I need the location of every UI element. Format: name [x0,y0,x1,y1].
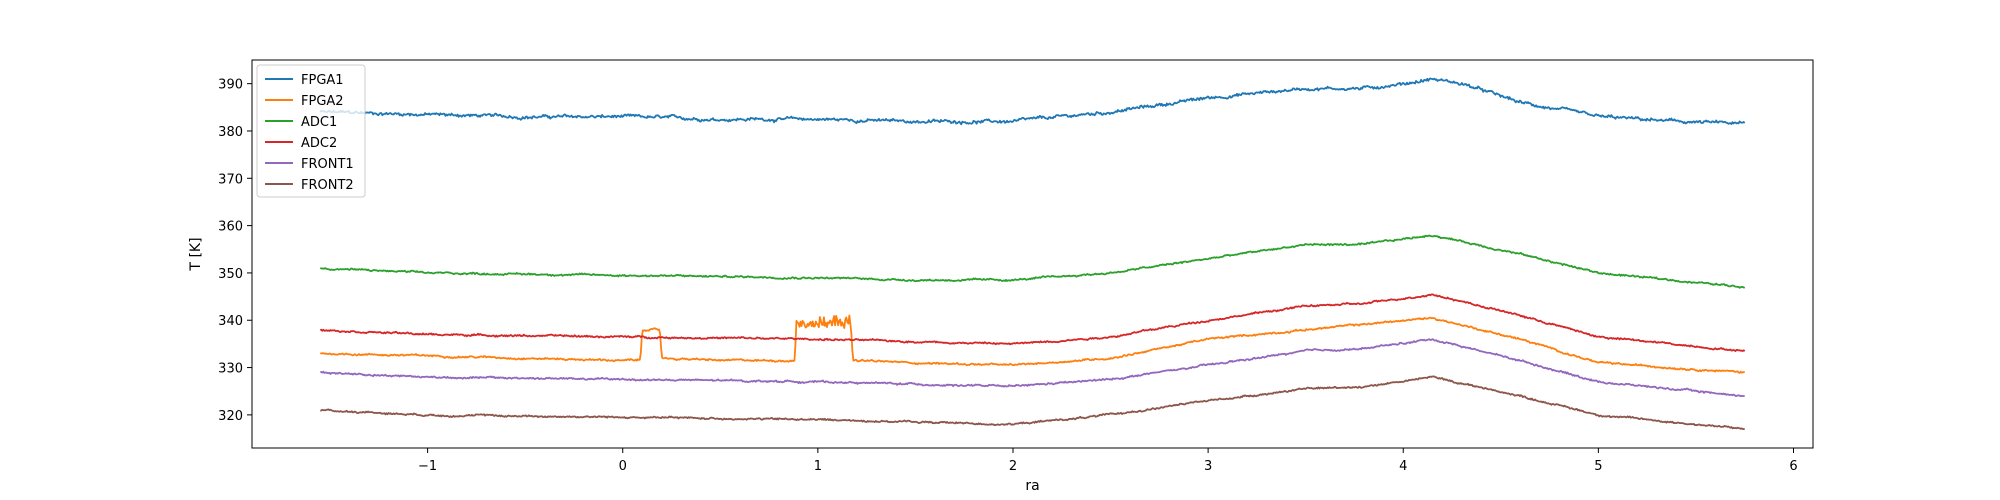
series-line-front1 [320,338,1745,398]
x-tick-label: 6 [1789,459,1797,474]
y-tick-label: 360 [218,220,243,235]
y-axis-label: T [K] [188,237,204,271]
series-line-fpga1 [319,77,1746,126]
x-tick-label: 0 [619,459,627,474]
x-tick-label: 4 [1399,459,1407,474]
series-line-fpga2 [319,314,1746,374]
series-line-adc1 [319,234,1746,289]
y-tick-label: 320 [218,409,243,424]
y-tick-label: 340 [218,314,243,329]
x-tick-label: 5 [1594,459,1602,474]
y-tick-label: 330 [218,362,243,377]
legend-label: FPGA2 [301,94,344,109]
y-tick-label: 370 [218,172,243,187]
legend-label: FPGA1 [301,73,344,88]
y-tick-label: 350 [218,267,243,282]
y-axis: 320 330 340 350 360 370 380 390 [218,78,252,424]
x-tick-label: 2 [1009,459,1017,474]
plot-frame [251,59,1814,449]
x-axis-label: ra [1025,478,1039,494]
x-tick-label: 1 [814,459,822,474]
legend-label: FRONT2 [301,178,354,193]
y-tick-label: 380 [218,125,243,140]
legend-label: ADC1 [301,115,337,130]
y-tick-label: 390 [218,78,243,93]
series-lines [319,77,1746,431]
legend-label: ADC2 [301,136,337,151]
x-tick-label: 3 [1204,459,1212,474]
series-line-front2 [320,375,1745,431]
x-axis: −1 0 1 2 3 4 5 6 [418,448,1798,474]
series-line-adc2 [319,293,1746,352]
legend: FPGA1 FPGA2 ADC1 ADC2 FRONT1 FRONT2 [256,64,366,198]
x-tick-label: −1 [418,459,437,474]
legend-label: FRONT1 [301,157,354,172]
